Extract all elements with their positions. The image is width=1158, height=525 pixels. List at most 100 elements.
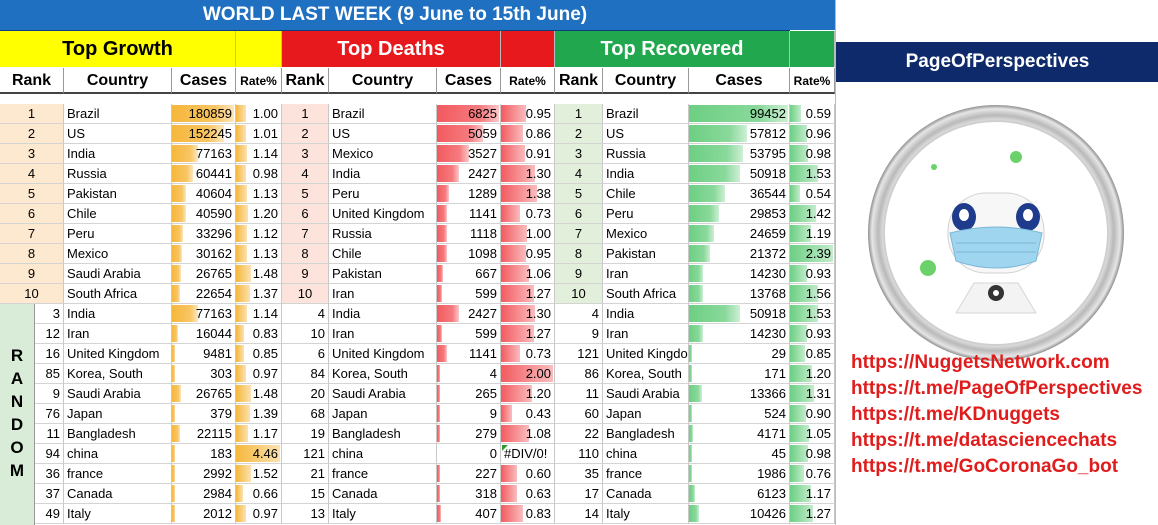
deaths-rate-cell[interactable]: 1.27 (501, 324, 555, 344)
growth-country-cell[interactable]: India (64, 304, 172, 324)
recovered-rate-cell[interactable]: 0.96 (790, 124, 835, 144)
growth-rank-cell[interactable]: 12 (34, 324, 64, 344)
deaths-country-cell[interactable]: Mexico (329, 144, 437, 164)
growth-rank-cell[interactable]: 5 (0, 184, 64, 204)
growth-country-cell[interactable]: Saudi Arabia (64, 384, 172, 404)
recovered-cases-cell[interactable]: 36544 (689, 184, 790, 204)
deaths-cases-cell[interactable]: 5059 (437, 124, 501, 144)
deaths-cases-cell[interactable]: 279 (437, 424, 501, 444)
recovered-country-cell[interactable]: Brazil (603, 104, 689, 124)
recovered-rate-cell[interactable]: 0.54 (790, 184, 835, 204)
recovered-rate-cell[interactable]: 0.85 (790, 344, 835, 364)
recovered-rank-cell[interactable]: 60 (555, 404, 603, 424)
recovered-cases-cell[interactable]: 14230 (689, 324, 790, 344)
recovered-rank-cell[interactable]: 3 (555, 144, 603, 164)
recovered-country-cell[interactable]: United Kingdom (603, 344, 689, 364)
growth-rank-cell[interactable]: 6 (0, 204, 64, 224)
growth-rate-cell[interactable]: 1.00 (236, 104, 282, 124)
deaths-rate-cell[interactable]: 1.30 (501, 304, 555, 324)
growth-country-cell[interactable]: Pakistan (64, 184, 172, 204)
recovered-rank-cell[interactable]: 121 (555, 344, 603, 364)
deaths-country-cell[interactable]: India (329, 164, 437, 184)
growth-rate-cell[interactable]: 1.48 (236, 384, 282, 404)
recovered-rank-cell[interactable]: 17 (555, 484, 603, 504)
growth-country-cell[interactable]: Bangladesh (64, 424, 172, 444)
growth-cases-cell[interactable]: 2992 (172, 464, 236, 484)
growth-rate-cell[interactable]: 1.20 (236, 204, 282, 224)
recovered-country-cell[interactable]: US (603, 124, 689, 144)
deaths-cases-cell[interactable]: 1098 (437, 244, 501, 264)
recovered-cases-cell[interactable]: 21372 (689, 244, 790, 264)
recovered-country-cell[interactable]: Bangladesh (603, 424, 689, 444)
growth-cases-cell[interactable]: 26765 (172, 384, 236, 404)
growth-country-cell[interactable]: Canada (64, 484, 172, 504)
recovered-rate-cell[interactable]: 0.98 (790, 444, 835, 464)
deaths-rank-cell[interactable]: 9 (282, 264, 329, 284)
deaths-rate-cell[interactable]: 0.95 (501, 104, 555, 124)
recovered-cases-cell[interactable]: 1986 (689, 464, 790, 484)
recovered-cases-cell[interactable]: 14230 (689, 264, 790, 284)
growth-cases-cell[interactable]: 40590 (172, 204, 236, 224)
deaths-country-cell[interactable]: Canada (329, 484, 437, 504)
deaths-rate-cell[interactable]: 1.38 (501, 184, 555, 204)
growth-cases-cell[interactable]: 26765 (172, 264, 236, 284)
recovered-rate-cell[interactable]: 1.42 (790, 204, 835, 224)
recovered-cases-cell[interactable]: 50918 (689, 304, 790, 324)
deaths-cases-cell[interactable]: 265 (437, 384, 501, 404)
recovered-rank-cell[interactable]: 35 (555, 464, 603, 484)
deaths-cases-cell[interactable]: 1141 (437, 344, 501, 364)
recovered-country-cell[interactable]: Canada (603, 484, 689, 504)
deaths-cases-cell[interactable]: 1118 (437, 224, 501, 244)
growth-country-cell[interactable]: US (64, 124, 172, 144)
link-pageofperspectives[interactable]: https://t.me/PageOfPerspectives (851, 378, 1143, 399)
growth-rate-cell[interactable]: 1.13 (236, 244, 282, 264)
deaths-rate-cell[interactable]: 0.86 (501, 124, 555, 144)
deaths-rate-cell[interactable]: 2.00 (501, 364, 555, 384)
deaths-cases-cell[interactable]: 0 (437, 444, 501, 464)
recovered-country-cell[interactable]: china (603, 444, 689, 464)
growth-rank-cell[interactable]: 85 (34, 364, 64, 384)
growth-rate-cell[interactable]: 1.52 (236, 464, 282, 484)
recovered-rate-cell[interactable]: 1.05 (790, 424, 835, 444)
deaths-rate-cell[interactable]: 1.00 (501, 224, 555, 244)
deaths-rate-cell[interactable]: 0.63 (501, 484, 555, 504)
growth-rank-cell[interactable]: 37 (34, 484, 64, 504)
deaths-cases-cell[interactable]: 6825 (437, 104, 501, 124)
recovered-rate-cell[interactable]: 0.59 (790, 104, 835, 124)
growth-cases-cell[interactable]: 22654 (172, 284, 236, 304)
growth-cases-cell[interactable]: 77163 (172, 304, 236, 324)
recovered-rate-cell[interactable]: 2.39 (790, 244, 835, 264)
recovered-country-cell[interactable]: Japan (603, 404, 689, 424)
recovered-rank-cell[interactable]: 4 (555, 164, 603, 184)
deaths-rate-cell[interactable]: 0.73 (501, 204, 555, 224)
growth-country-cell[interactable]: Japan (64, 404, 172, 424)
link-nuggetsnetwork[interactable]: https://NuggetsNetwork.com (851, 352, 1110, 373)
growth-country-cell[interactable]: South Africa (64, 284, 172, 304)
growth-rank-cell[interactable]: 2 (0, 124, 64, 144)
recovered-rate-cell[interactable]: 0.90 (790, 404, 835, 424)
recovered-rate-cell[interactable]: 0.76 (790, 464, 835, 484)
deaths-rate-cell[interactable]: 1.06 (501, 264, 555, 284)
deaths-rank-cell[interactable]: 20 (282, 384, 329, 404)
deaths-country-cell[interactable]: Iran (329, 324, 437, 344)
growth-cases-cell[interactable]: 2012 (172, 504, 236, 524)
recovered-rate-cell[interactable]: 1.27 (790, 504, 835, 524)
deaths-rank-cell[interactable]: 21 (282, 464, 329, 484)
recovered-country-cell[interactable]: Iran (603, 324, 689, 344)
growth-cases-cell[interactable]: 303 (172, 364, 236, 384)
deaths-rate-cell[interactable]: 1.08 (501, 424, 555, 444)
deaths-cases-cell[interactable]: 9 (437, 404, 501, 424)
recovered-country-cell[interactable]: Pakistan (603, 244, 689, 264)
recovered-cases-cell[interactable]: 53795 (689, 144, 790, 164)
deaths-rate-cell[interactable]: 0.91 (501, 144, 555, 164)
deaths-cases-cell[interactable]: 227 (437, 464, 501, 484)
recovered-rank-cell[interactable]: 4 (555, 304, 603, 324)
recovered-rank-cell[interactable]: 8 (555, 244, 603, 264)
growth-rank-cell[interactable]: 9 (0, 264, 64, 284)
growth-country-cell[interactable]: china (64, 444, 172, 464)
growth-country-cell[interactable]: India (64, 144, 172, 164)
growth-country-cell[interactable]: Russia (64, 164, 172, 184)
deaths-rank-cell[interactable]: 10 (282, 284, 329, 304)
recovered-country-cell[interactable]: Korea, South (603, 364, 689, 384)
growth-rank-cell[interactable]: 11 (34, 424, 64, 444)
